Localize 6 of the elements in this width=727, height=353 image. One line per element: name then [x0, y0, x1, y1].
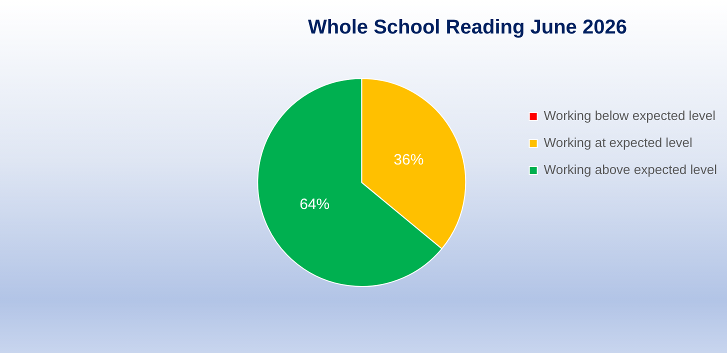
- chart-title: Whole School Reading June 2026: [308, 16, 627, 39]
- data-label: 64%: [300, 196, 330, 213]
- legend-label: Working at expected level: [544, 135, 693, 150]
- legend-label: Working below expected level: [544, 108, 716, 124]
- data-label: 36%: [394, 152, 424, 168]
- legend-label: Working above expected level: [544, 162, 718, 178]
